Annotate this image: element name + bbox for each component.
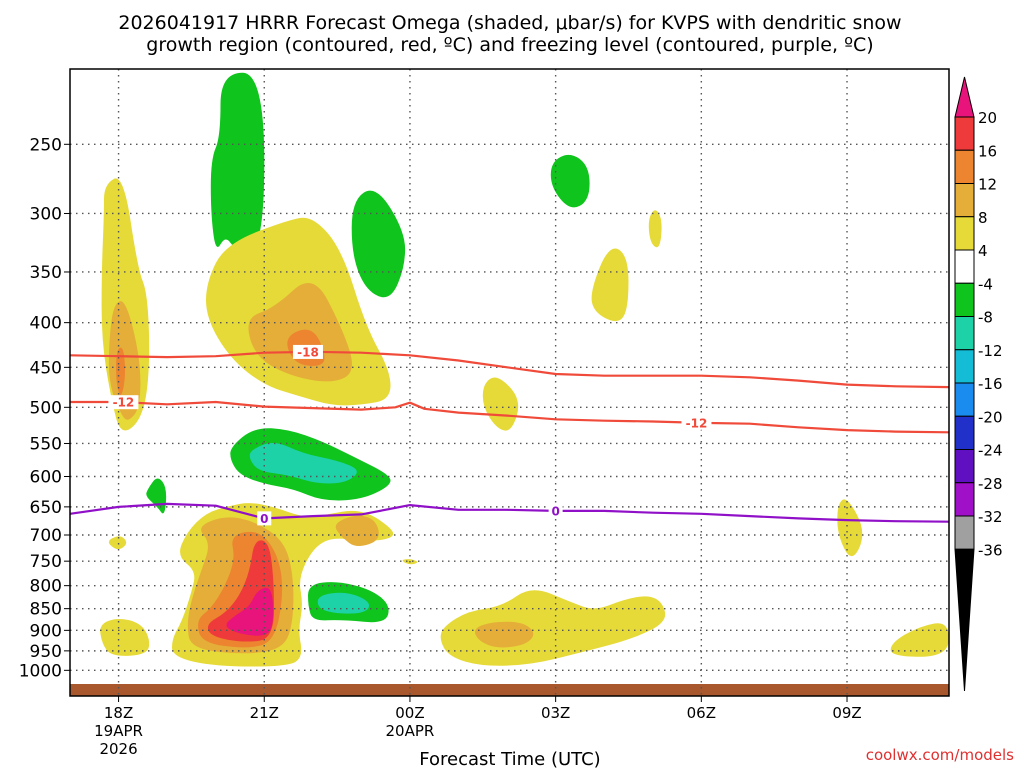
colorbar-swatch-12 xyxy=(954,482,975,517)
colorbar-label--32: -32 xyxy=(978,508,1003,526)
colorbar-label--24: -24 xyxy=(978,442,1003,460)
ground-surface xyxy=(70,684,949,696)
colorbar-swatch-6 xyxy=(954,282,975,317)
colorbar-label-16: 16 xyxy=(978,142,997,160)
contour-label-bg-freezing-level-0 xyxy=(257,511,272,526)
y-tick-label-350: 350 xyxy=(30,263,62,283)
y-tick-label-500: 500 xyxy=(30,398,62,418)
y-tick-label-400: 400 xyxy=(30,314,62,334)
colorbar-label-20: 20 xyxy=(978,109,997,127)
colorbar-legend: 20 16 12 8 4 -4 -8 -12 -16 -20 -24 -28 -32 -36 xyxy=(954,76,1003,692)
colorbar-label--4: -4 xyxy=(978,275,993,293)
x-axis-label: Forecast Time (UTC) xyxy=(419,749,600,768)
colorbar-swatch-7 xyxy=(954,316,975,351)
omega-region-5 xyxy=(249,442,357,484)
colorbar-swatch-8 xyxy=(954,349,975,384)
x-tick-label-21Z: 21Z xyxy=(250,704,279,722)
omega-region-14 xyxy=(482,377,519,431)
contour-dendritic-top xyxy=(69,350,950,389)
y-tick-label-800: 800 xyxy=(30,577,62,597)
omega-region-25 xyxy=(335,515,379,547)
contour-label-bg-dendritic-top-0 xyxy=(292,344,323,359)
omega-region-3 xyxy=(146,478,167,514)
omega-region-0 xyxy=(210,72,265,250)
omega-region-18 xyxy=(108,536,127,550)
colorbar-label--8: -8 xyxy=(978,309,993,327)
omega-region-26 xyxy=(100,618,150,656)
contour-dendritic-bottom xyxy=(70,400,950,434)
grid-lines xyxy=(70,69,949,696)
colorbar-top-triangle xyxy=(954,76,975,118)
contour-label-dendritic-bottom-1: -12 xyxy=(686,416,708,430)
colorbar-swatch-3 xyxy=(954,183,975,218)
omega-region-10 xyxy=(116,347,125,395)
temperature-contours: -18 -12 -12 0 0 xyxy=(69,344,950,526)
colorbar-bottom-triangle xyxy=(954,548,975,692)
y-tick-label-250: 250 xyxy=(30,135,62,155)
x-tick-year-2026: 2026 xyxy=(99,740,137,758)
x-tick-date-20APR: 20APR xyxy=(386,722,435,740)
colorbar-swatch-5 xyxy=(954,249,975,284)
contour-label-bg-dendritic-bottom-1 xyxy=(681,415,712,430)
contour-label-dendritic-bottom-0: -12 xyxy=(113,396,135,410)
x-tick-label-06Z: 06Z xyxy=(687,704,716,722)
omega-region-28 xyxy=(475,621,534,648)
y-tick-label-750: 750 xyxy=(30,552,62,572)
contour-label-freezing-level-1: 0 xyxy=(551,504,559,518)
y-tick-label-550: 550 xyxy=(30,434,62,454)
omega-region-16 xyxy=(648,210,662,248)
colorbar-label--12: -12 xyxy=(978,342,1003,360)
colorbar-label-8: 8 xyxy=(978,209,988,227)
colorbar-swatch-9 xyxy=(954,382,975,417)
contour-label-dendritic-top-0: -18 xyxy=(297,345,319,359)
y-tick-label-850: 850 xyxy=(30,600,62,620)
colorbar-label--20: -20 xyxy=(978,408,1003,426)
colorbar-label--36: -36 xyxy=(978,541,1003,559)
colorbar-label--16: -16 xyxy=(978,375,1003,393)
watermark: coolwx.com/models xyxy=(866,746,1014,764)
omega-region-15 xyxy=(591,248,629,322)
omega-region-1 xyxy=(351,190,406,298)
colorbar-swatch-10 xyxy=(954,415,975,450)
chart-title-line-1: 2026041917 HRRR Forecast Omega (shaded, … xyxy=(118,12,901,34)
omega-region-24 xyxy=(226,587,274,636)
x-tick-label-03Z: 03Z xyxy=(541,704,570,722)
colorbar-label-4: 4 xyxy=(978,242,988,260)
terrain-band xyxy=(70,684,949,696)
colorbar-swatch-2 xyxy=(954,149,975,184)
contour-label-bg-dendritic-bottom-0 xyxy=(108,395,139,410)
colorbar-label--28: -28 xyxy=(978,475,1003,493)
y-tick-label-300: 300 xyxy=(30,204,62,224)
y-axis: 2503003504004505005506006507007508008509… xyxy=(19,135,70,681)
y-tick-label-650: 650 xyxy=(30,498,62,518)
omega-region-2 xyxy=(550,154,590,208)
colorbar-swatch-11 xyxy=(954,449,975,484)
x-tick-date-19APR: 19APR xyxy=(94,722,143,740)
contour-label-bg-freezing-level-1 xyxy=(548,503,563,518)
omega-region-7 xyxy=(317,592,370,614)
x-tick-label-09Z: 09Z xyxy=(832,704,861,722)
contour-freezing-level xyxy=(69,502,950,523)
omega-region-17 xyxy=(837,499,863,557)
y-tick-label-900: 900 xyxy=(30,621,62,641)
chart-title-line-2: growth region (contoured, red, ºC) and f… xyxy=(146,34,873,56)
y-tick-label-1000: 1000 xyxy=(19,661,62,681)
plot-frame xyxy=(69,68,950,697)
y-tick-label-950: 950 xyxy=(30,642,62,662)
omega-region-27 xyxy=(440,590,666,666)
y-tick-label-600: 600 xyxy=(30,467,62,487)
x-tick-label-00Z: 00Z xyxy=(395,704,424,722)
omega-region-9 xyxy=(108,301,141,420)
colorbar-swatch-4 xyxy=(954,216,975,251)
omega-region-29 xyxy=(890,623,949,657)
colorbar-swatch-1 xyxy=(954,116,975,151)
x-tick-label-18Z: 18Z xyxy=(104,704,133,722)
contour-label-freezing-level-0: 0 xyxy=(260,512,268,526)
y-tick-label-450: 450 xyxy=(30,358,62,378)
colorbar-swatch-13 xyxy=(954,515,975,550)
colorbar-label-12: 12 xyxy=(978,176,997,194)
y-tick-label-700: 700 xyxy=(30,526,62,546)
